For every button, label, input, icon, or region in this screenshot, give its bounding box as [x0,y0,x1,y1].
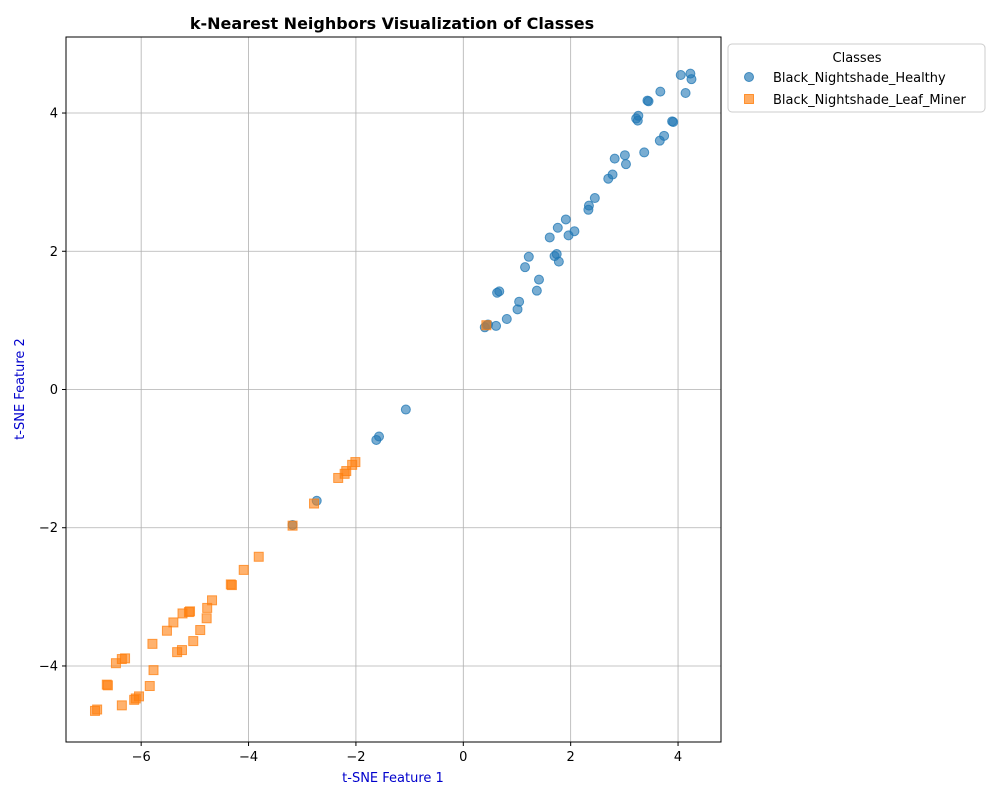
legend-title: Classes [833,51,882,66]
leaf-miner-point [147,638,158,649]
y-axis-label: t-SNE Feature 2 [13,338,28,440]
healthy-point [533,274,544,285]
healthy-point [686,74,697,85]
healthy-point [520,262,531,273]
leaf-miner-point [333,472,344,483]
healthy-point [639,147,650,158]
healthy-point [603,173,614,184]
data-points [89,68,697,716]
leaf-miner-point [225,579,236,590]
x-tick-label: −2 [346,750,365,765]
healthy-point [523,251,534,262]
leaf-miner-point [172,647,183,658]
y-axis-ticks: −4 −2 0 2 4 [39,107,66,674]
y-tick-label: −2 [39,521,58,536]
healthy-point [371,434,382,445]
legend-marker-healthy [744,72,754,82]
leaf-miner-point [309,498,320,509]
healthy-point [609,153,620,164]
x-tick-label: −6 [132,750,151,765]
y-tick-label: −4 [39,659,58,674]
leaf-miner-point [287,520,298,531]
healthy-point [680,87,691,98]
x-axis-ticks: −6 −4 −2 0 2 4 [132,742,682,765]
legend: Classes Black_Nightshade_Healthy Black_N… [727,43,986,113]
y-tick-label: 2 [50,245,58,260]
leaf-miner-point [201,613,212,624]
legend-label-leaf-miner: Black_Nightshade_Leaf_Miner [773,93,966,108]
healthy-point [512,304,523,315]
grid-lines [66,37,721,742]
healthy-point [668,117,679,128]
leaf-miner-point [481,320,492,331]
healthy-point [589,193,600,204]
healthy-point [583,204,594,215]
healthy-point [531,285,542,296]
leaf-miner-point [148,665,159,676]
leaf-miner-point [195,625,206,636]
healthy-point [654,135,665,146]
leaf-miner-point [110,658,121,669]
chart-title: k-Nearest Neighbors Visualization of Cla… [190,14,594,33]
x-tick-label: 0 [459,750,467,765]
healthy-point [619,150,630,161]
x-axis-label: t-SNE Feature 1 [342,771,444,786]
healthy-point [632,115,643,126]
leaf-miner-point [238,564,249,575]
leaf-miner-point [89,705,100,716]
x-tick-label: −4 [239,750,258,765]
legend-label-healthy: Black_Nightshade_Healthy [773,71,946,86]
x-tick-label: 2 [567,750,575,765]
y-tick-label: 0 [50,383,58,398]
healthy-point [552,222,563,233]
leaf-miner-point [202,602,213,613]
leaf-miner-point [347,459,358,470]
leaf-miner-point [168,617,179,628]
leaf-miner-point [161,625,172,636]
healthy-point [544,232,555,243]
healthy-point [655,86,666,97]
healthy-point [492,287,503,298]
x-tick-label: 4 [674,750,682,765]
healthy-point [563,230,574,241]
healthy-point [400,404,411,415]
healthy-point [491,320,502,331]
leaf-miner-point [253,551,264,562]
leaf-miner-point [177,608,188,619]
healthy-point [501,314,512,324]
leaf-miner-point [188,636,199,647]
leaf-miner-point [129,694,140,705]
healthy-point [560,214,571,225]
leaf-miner-point [144,681,155,692]
legend-box [727,43,986,113]
healthy-point [643,96,654,107]
healthy-point [553,256,564,267]
y-tick-label: 4 [50,107,58,122]
healthy-point [620,159,631,170]
leaf-miner-point [102,680,113,691]
legend-marker-leaf-miner [744,94,754,104]
leaf-miner-point [116,700,127,711]
healthy-point [675,70,686,81]
